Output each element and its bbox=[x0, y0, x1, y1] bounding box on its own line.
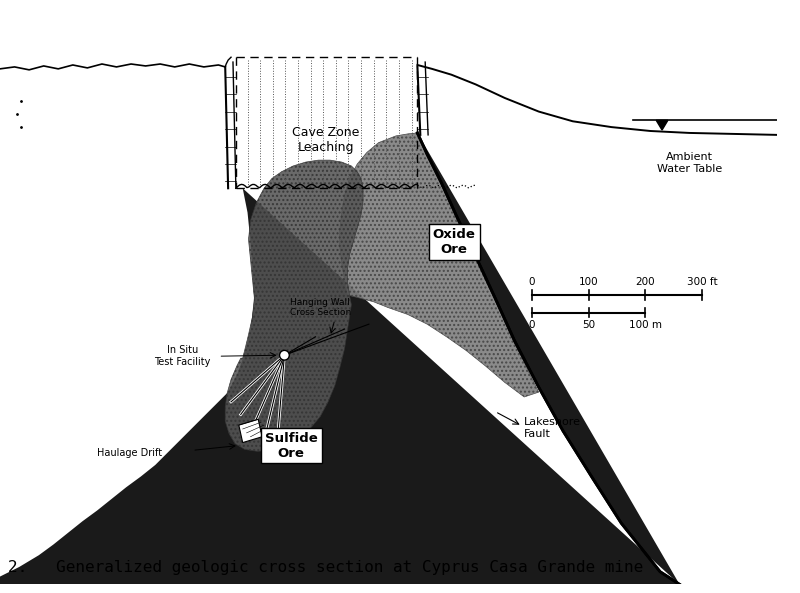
Polygon shape bbox=[656, 120, 668, 130]
Text: 2.   Generalized geologic cross section at Cyprus Casa Grande mine: 2. Generalized geologic cross section at… bbox=[8, 560, 643, 575]
Polygon shape bbox=[239, 419, 262, 442]
Circle shape bbox=[279, 350, 290, 360]
Text: Oxide
Ore: Oxide Ore bbox=[433, 228, 476, 256]
Text: 0: 0 bbox=[529, 320, 535, 330]
Text: Hanging Wall
Cross Section: Hanging Wall Cross Section bbox=[290, 298, 351, 317]
Text: 300 ft: 300 ft bbox=[686, 278, 717, 287]
Text: Lakeshore
Fault: Lakeshore Fault bbox=[524, 417, 581, 439]
Text: Sulfide
Ore: Sulfide Ore bbox=[265, 432, 318, 460]
Text: 100 m: 100 m bbox=[629, 320, 662, 330]
Text: In Situ
Test Facility: In Situ Test Facility bbox=[154, 345, 210, 367]
Text: 50: 50 bbox=[582, 320, 595, 330]
Polygon shape bbox=[340, 133, 538, 397]
Text: 200: 200 bbox=[635, 278, 655, 287]
Polygon shape bbox=[0, 133, 679, 584]
Polygon shape bbox=[226, 160, 363, 451]
Text: Cave Zone
Leaching: Cave Zone Leaching bbox=[293, 126, 360, 154]
Text: 100: 100 bbox=[578, 278, 598, 287]
Text: Ambient
Water Table: Ambient Water Table bbox=[657, 152, 722, 174]
Text: Haulage Drift: Haulage Drift bbox=[97, 448, 162, 458]
Text: 0: 0 bbox=[529, 278, 535, 287]
